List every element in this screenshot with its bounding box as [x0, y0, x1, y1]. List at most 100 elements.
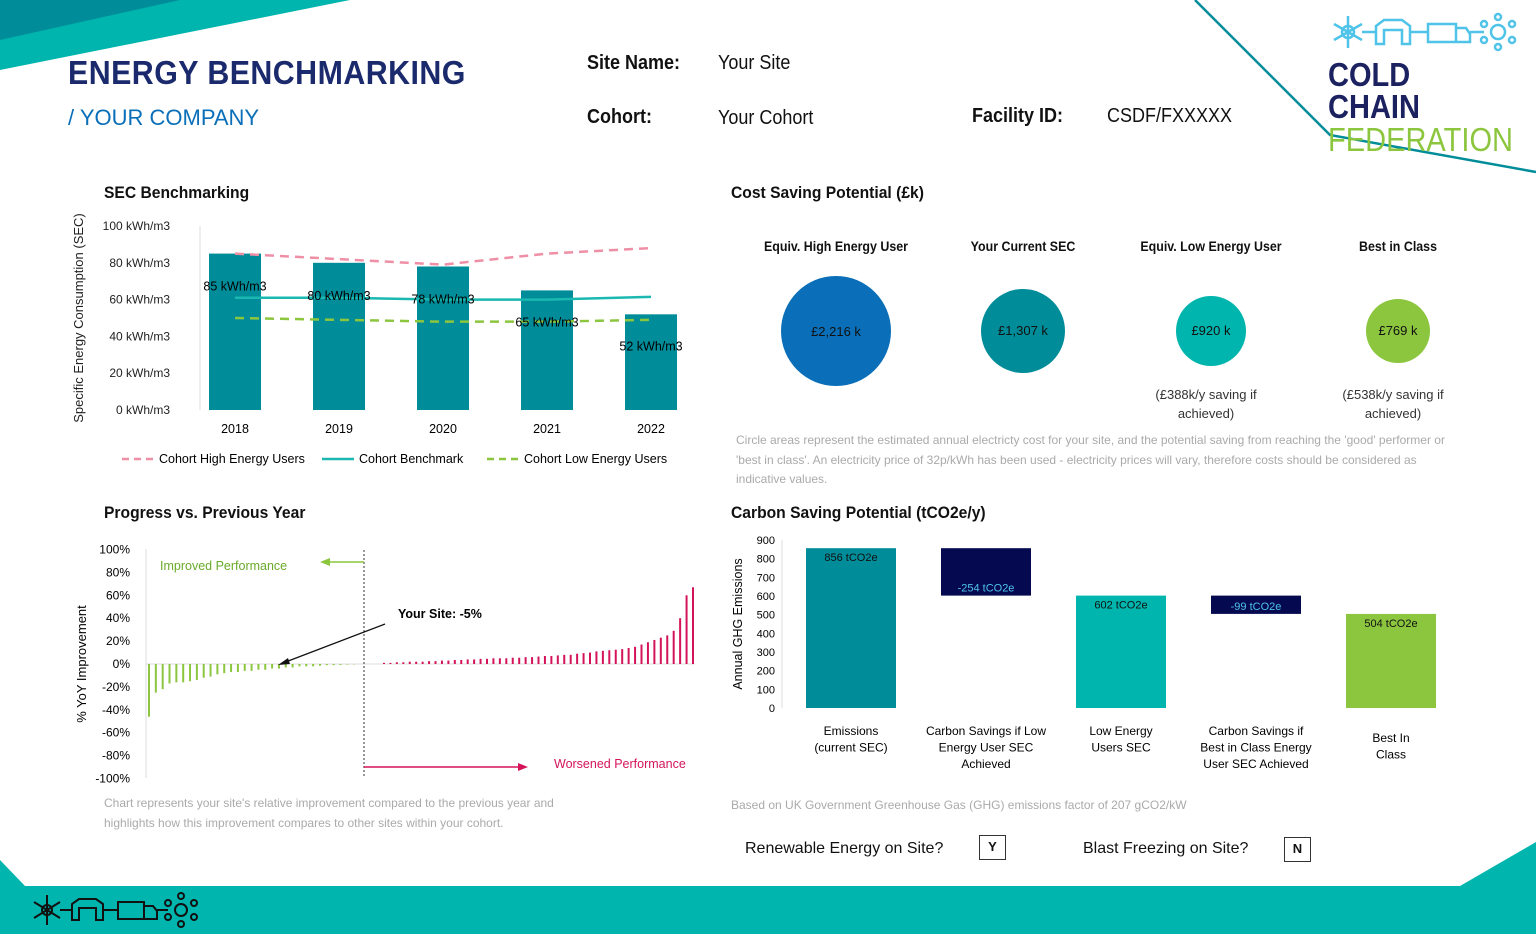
y-axis-title: Annual GHG Emissions [731, 558, 745, 689]
x-category-label: Carbon Savings if Best in Class Energy Use… [1200, 724, 1311, 771]
worsened-bar [415, 661, 418, 664]
worsened-bar [453, 659, 456, 664]
site-name-value: Your Site [718, 52, 791, 74]
worsened-bar [408, 661, 411, 664]
y-tick-label: 100 [757, 684, 775, 696]
worsened-bar [428, 661, 431, 664]
worsened-bar [601, 650, 604, 664]
data-label: 52 kWh/m3 [619, 339, 682, 353]
y-axis-title: % YoY Improvement [74, 605, 89, 723]
worsened-bar [608, 650, 611, 664]
y-tick-label: 80 kWh/m3 [109, 256, 170, 270]
data-label: 856 tCO2e [824, 552, 877, 564]
sec-bar [521, 290, 573, 410]
worsened-bar [479, 658, 482, 664]
cost-item-label: Your Current SEC [970, 239, 1076, 254]
improved-bar [148, 664, 150, 717]
y-axis-title: Specific Energy Consumption (SEC) [71, 213, 86, 423]
improved-bar [257, 664, 260, 670]
worsened-bar [659, 637, 662, 664]
improved-bar [277, 664, 280, 669]
warehouse-icon [1374, 18, 1412, 46]
progress-title: Progress vs. Previous Year [104, 503, 306, 522]
cost-item-label: Equiv. Low Energy User [1140, 239, 1282, 254]
y-tick-label: -100% [95, 772, 130, 786]
worsened-bar [440, 660, 443, 664]
improved-bar [312, 664, 315, 667]
site-name-label: Site Name: [587, 52, 681, 74]
sec-bar [209, 253, 261, 410]
cost-bubble: £769 k [1365, 298, 1431, 364]
y-tick-label: 100 kWh/m3 [103, 219, 171, 233]
facility-id-label: Facility ID: [972, 105, 1064, 127]
worsened-bar [679, 618, 682, 664]
y-tick-label: 600 [757, 591, 775, 603]
footer-logo-icons [33, 892, 198, 928]
x-tick-label: 2018 [221, 422, 249, 436]
improved-bar [223, 664, 226, 674]
improved-bar [271, 664, 274, 669]
improved-bar [264, 664, 267, 670]
y-tick-label: 40 kWh/m3 [109, 329, 170, 343]
renewable-value-box: Y [979, 835, 1006, 860]
warehouse-icon [71, 898, 104, 921]
cost-bubble: £2,216 k [781, 276, 891, 386]
worsened-bar [666, 635, 669, 664]
snowflake-icon [1333, 16, 1363, 48]
worsened-bar [627, 647, 630, 664]
worsened-bar [511, 657, 514, 664]
improved-bar [189, 664, 192, 682]
logo-line2: FEDERATION [1328, 121, 1514, 158]
progress-chart: 100% 80% 60% 40% 20% 0% -20% -40% -60% -80% -100%%… [74, 543, 695, 786]
improved-bar [332, 664, 335, 666]
data-label: 65 kWh/m3 [515, 315, 578, 329]
cold-chain-logo: COLD CHAIN FEDERATION [1328, 12, 1518, 157]
y-tick-label: 300 [757, 647, 775, 659]
worsened-bar [395, 662, 398, 664]
improved-bar [325, 664, 328, 666]
cost-footnote: Circle areas represent the estimated ann… [736, 433, 1445, 486]
y-tick-label: 40% [106, 611, 130, 625]
worsened-bar [383, 662, 385, 664]
x-tick-label: 2019 [325, 422, 353, 436]
improved-bar [216, 664, 219, 675]
worsened-bar [563, 654, 566, 664]
worsened-bar [653, 639, 656, 664]
y-tick-label: 60 kWh/m3 [109, 293, 170, 307]
cohort-value: Your Cohort [718, 107, 814, 129]
improved-bar [182, 664, 185, 683]
x-category-label: Best In Class [1372, 731, 1409, 762]
y-tick-label: 0 kWh/m3 [116, 403, 170, 417]
worsened-bar [595, 651, 598, 664]
improved-bar [339, 664, 342, 665]
carbon-footnote: Based on UK Government Greenhouse Gas (G… [731, 798, 1187, 812]
cohort-label: Cohort: [587, 106, 652, 128]
y-tick-label: -40% [102, 703, 130, 717]
logo-line1: COLD CHAIN [1328, 56, 1420, 125]
y-tick-label: 500 [757, 610, 775, 622]
y-tick-label: 900 [757, 535, 775, 547]
carbon-saving-title: Carbon Saving Potential (tCO2e/y) [731, 503, 986, 522]
y-tick-label: 20% [106, 634, 130, 648]
worsened-bar [569, 654, 572, 664]
series-line [234, 246, 652, 266]
worsened-bar [646, 642, 649, 664]
facility-id-value: CSDF/FXXXXX [1107, 105, 1233, 127]
y-tick-label: 60% [106, 588, 130, 602]
y-tick-label: 0 [769, 703, 775, 715]
worsened-label: Worsened Performance [554, 757, 686, 771]
worsened-bar [473, 659, 476, 664]
worsened-bar [556, 655, 559, 664]
improved-bar [175, 664, 178, 683]
legend-label: Cohort High Energy Users [159, 452, 305, 466]
arrow-left-icon [320, 558, 330, 566]
your-site-label: Your Site: -5% [398, 607, 482, 621]
your-site-pointer [282, 623, 386, 664]
worsened-bar [685, 595, 688, 664]
series-line [235, 295, 652, 301]
worsened-bar [672, 630, 675, 664]
series-line [234, 316, 652, 323]
company-name: / YOUR COMPANY [68, 105, 260, 130]
cost-saving-title: Cost Saving Potential (£k) [731, 183, 924, 202]
